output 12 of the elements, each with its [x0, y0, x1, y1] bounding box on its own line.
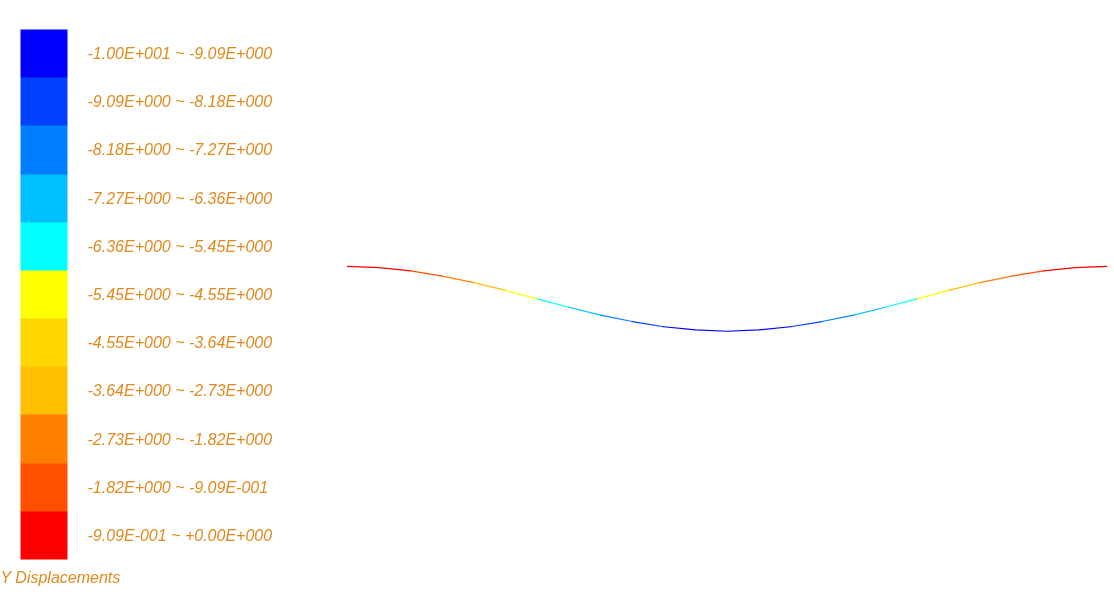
- color-bar-label: -9.09E-001 ~ +0.00E+000: [87, 527, 273, 545]
- color-bar-label: -1.82E+000 ~ -9.09E-001: [87, 478, 269, 496]
- color-bar-label: -8.18E+000 ~ -7.27E+000: [87, 141, 273, 159]
- color-bar-label: -6.36E+000 ~ -5.45E+000: [87, 237, 273, 255]
- color-bar-label: -5.45E+000 ~ -4.55E+000: [87, 286, 273, 303]
- color-bar-label: -4.55E+000 ~ -3.64E+000: [87, 334, 273, 352]
- color-bar-label: -3.64E+000 ~ -2.73E+000: [87, 382, 273, 400]
- color-bar-title: Y Displacements: [0, 568, 121, 586]
- color-bar-label: -2.73E+000 ~ -1.82E+000: [87, 430, 273, 448]
- color-bar-label: -1.00E+001 ~ -9.09E+000: [87, 44, 273, 62]
- color-bar-label: -7.27E+000 ~ -6.36E+000: [87, 189, 273, 207]
- color-bar-label: -9.09E+000 ~ -8.18E+000: [87, 93, 273, 111]
